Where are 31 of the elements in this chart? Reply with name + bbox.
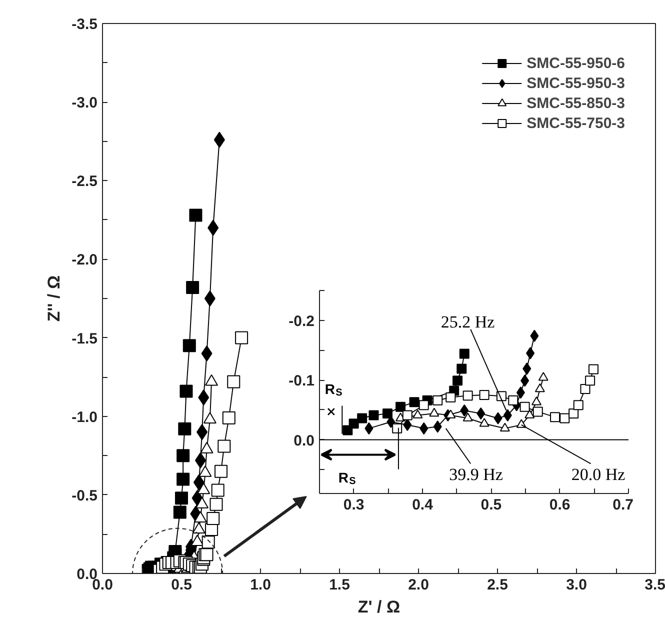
annotation: 39.9 Hz [449, 464, 504, 484]
legend-label: SMC-55-850-3 [526, 94, 625, 112]
x-tick-label: 2.5 [487, 576, 508, 594]
y-tick-label: -3.5 [72, 16, 98, 33]
y-tick-label: -2.0 [72, 252, 98, 269]
x-tick-label: 0.3 [343, 496, 364, 514]
x-tick-label: 0.7 [612, 496, 634, 514]
x-tick-label: 1.5 [329, 576, 350, 594]
legend-label: SMC-55-750-3 [526, 114, 625, 132]
x-tick-label: 3.0 [566, 576, 587, 594]
x-tick-label: 0.4 [412, 496, 434, 514]
x-axis-title: Z' / Ω [358, 598, 400, 616]
x-tick-label: 1.0 [250, 576, 271, 594]
y-tick-label: -2.5 [72, 173, 98, 190]
y-tick-label: -0.2 [288, 312, 315, 330]
y-tick-label: -0.1 [288, 372, 315, 390]
y-tick-label: -3.0 [72, 94, 98, 112]
x-tick-label: 3.5 [644, 576, 665, 594]
x-tick-label: 2.0 [408, 576, 429, 594]
y-tick-label: -1.0 [72, 408, 98, 426]
annotation: 25.2 Hz [440, 312, 496, 332]
legend-label: SMC-55-950-3 [526, 74, 625, 92]
y-axis-title: Z'' / Ω [44, 275, 64, 322]
annotation: 20.0 Hz [571, 464, 626, 484]
y-tick-label: -1.5 [72, 330, 98, 348]
y-tick-label: -0.5 [72, 487, 98, 504]
legend-label: SMC-55-950-6 [526, 54, 625, 72]
x-tick-label: 0.6 [549, 496, 570, 514]
x-tick-label: 0.5 [480, 496, 502, 514]
x-tick-label: 0.5 [171, 576, 192, 594]
y-tick-label: 0.0 [294, 432, 315, 450]
